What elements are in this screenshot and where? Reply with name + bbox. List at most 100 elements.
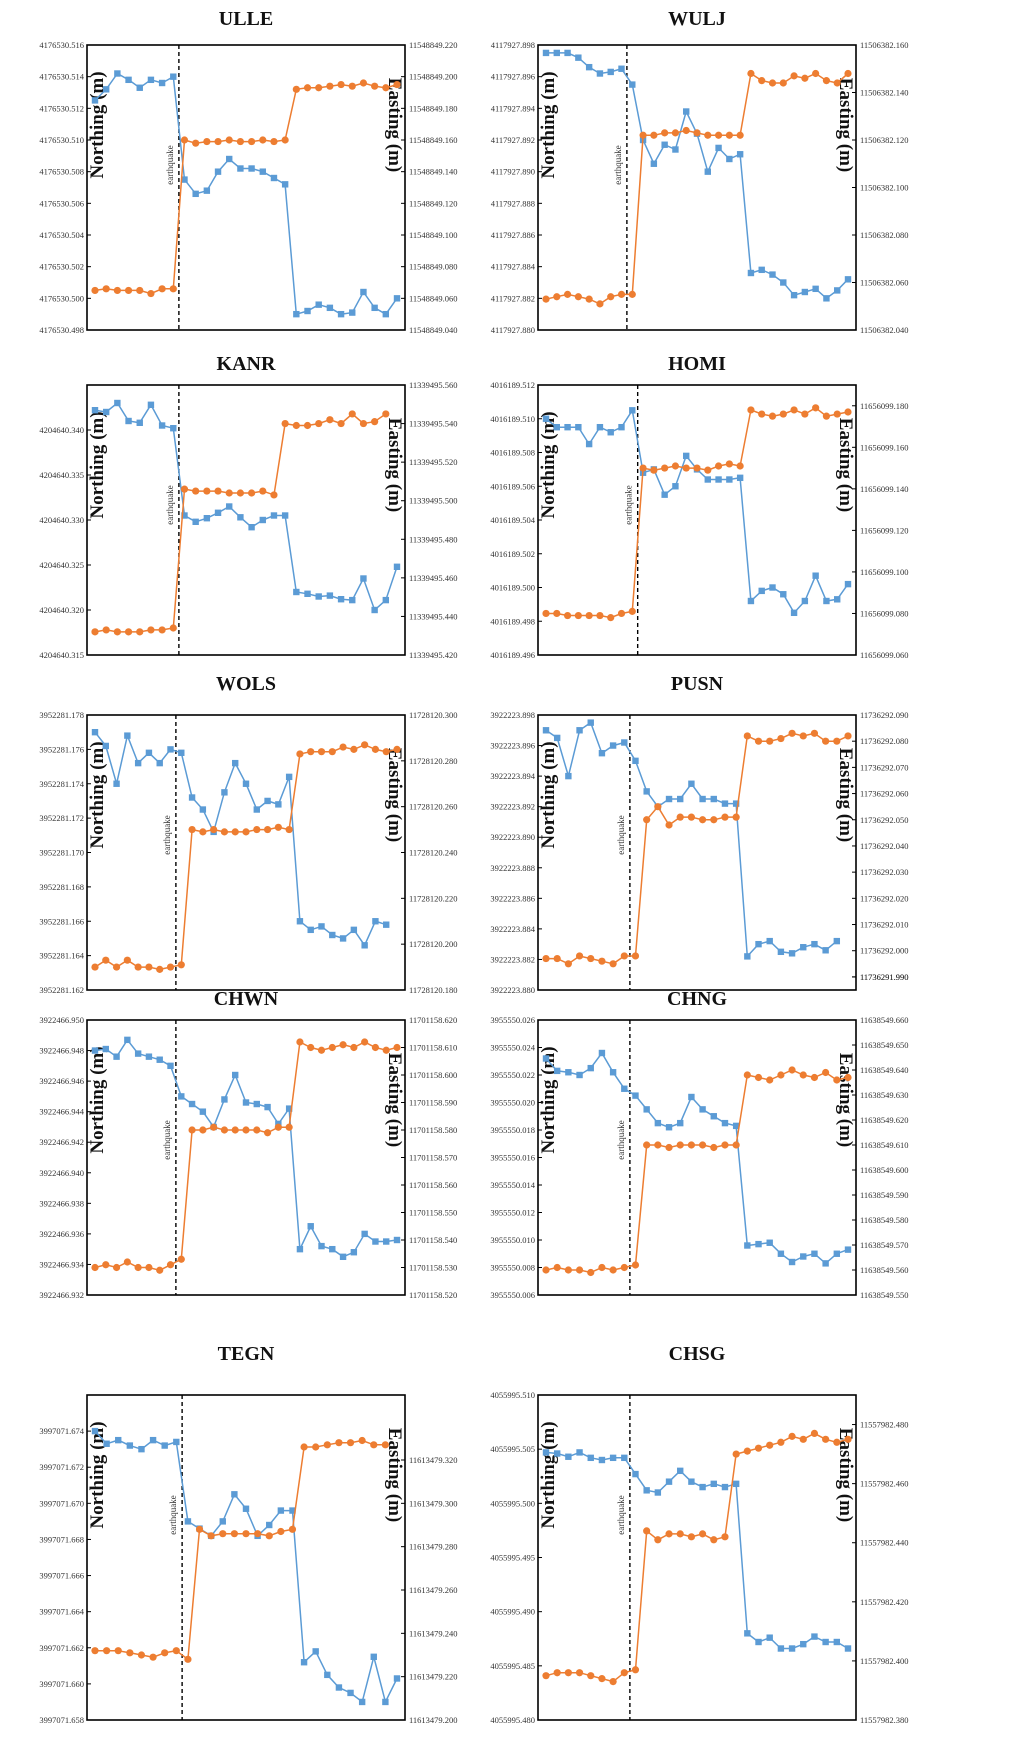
earthquake-label: earthquake [162,815,172,854]
northing-point [665,1124,673,1131]
northing-point [307,1223,314,1230]
easting-point [801,74,809,82]
northing-point [576,1071,583,1079]
y-tick-label: 4117927.890 [491,167,535,177]
easting-point [665,1143,673,1152]
easting-point [564,960,572,968]
y2-tick-label: 11339495.440 [409,611,458,621]
northing-point [643,788,650,795]
easting-point [145,963,153,971]
easting-point [790,406,798,414]
easting-point [166,963,175,971]
y-tick-label: 4117927.898 [491,40,535,50]
easting-point [564,1669,572,1677]
y-tick-label: 3955550.008 [490,1263,535,1273]
y-tick-label: 4117927.880 [491,325,535,335]
y2-tick-label: 11548849.220 [409,40,458,50]
northing-point [237,514,244,521]
easting-point [682,464,690,472]
easting-point [553,1669,561,1677]
y-tick-label: 3997071.670 [39,1498,84,1508]
y-tick-label: 3952281.170 [39,848,84,858]
chart-title: HOMI [668,353,726,375]
y2-axis-title: Easting (m) [835,418,856,512]
y-tick-label: 3997071.664 [39,1607,84,1617]
easting-point [219,1530,227,1538]
easting-point [687,1533,696,1541]
easting-point [172,1647,180,1655]
northing-series-line [94,72,398,316]
northing-point [811,1633,818,1640]
northing-point [349,309,356,316]
y-tick-label: 3955550.022 [490,1070,535,1080]
y2-axis-title: Easting (m) [835,1428,856,1522]
easting-point [359,79,368,87]
northing-point [339,935,347,942]
easting-point [288,1525,297,1533]
y2-tick-label: 11339495.540 [409,419,458,429]
y2-tick-label: 11506382.040 [860,325,909,335]
northing-point [823,597,830,605]
easting-point [725,460,733,468]
northing-point [823,295,830,302]
northing-point [715,476,722,483]
y2-tick-label: 11701158.570 [409,1153,457,1163]
earthquake-label: earthquake [624,485,634,524]
y2-tick-label: 11613479.220 [409,1672,458,1682]
northing-point [632,1092,639,1099]
y-tick-label: 3952281.162 [39,985,84,995]
easting-point [199,828,207,836]
y-axis-title: Northing (m) [538,1421,559,1528]
northing-point [91,407,99,414]
northing-point [654,1489,662,1496]
y-tick-label: 4016189.498 [490,616,535,626]
easting-point [628,607,636,615]
easting-point [693,464,701,472]
chart-panel-kanr: KANR 4204640.340 4204640.335 4204640.330 420… [39,353,457,660]
easting-point [822,412,831,420]
y-axis-title: Northing (m) [538,741,559,848]
y-tick-label: 4176530.506 [39,198,84,208]
y-tick-label: 3922223.880 [490,985,535,995]
northing-point [744,953,751,960]
y2-tick-label: 11638549.650 [860,1040,909,1050]
y-tick-label: 4176530.500 [39,293,84,303]
chart-panel-homi: HOMI 4016189.512 4016189.510 4016189.508 401… [490,353,908,660]
easting-point [263,1129,272,1137]
easting-point [671,462,680,470]
y-axis-title: Northing (m) [87,1046,108,1153]
easting-series-line [546,732,849,965]
y2-tick-label: 11728120.180 [409,985,458,995]
y-tick-label: 3922466.936 [39,1229,84,1239]
y2-tick-label: 11638549.590 [860,1190,909,1200]
northing-point [777,1645,785,1652]
northing-point [732,1122,740,1130]
easting-point [790,72,798,80]
northing-point [587,719,594,726]
chart-title: PUSN [671,673,724,695]
easting-point [607,293,615,301]
northing-point [736,151,744,158]
easting-point [833,410,841,418]
y2-tick-label: 11736292.020 [860,893,909,903]
northing-point [285,1105,293,1112]
easting-series-line [94,743,398,971]
northing-point [788,1258,796,1266]
northing-point [102,86,110,93]
easting-point [225,489,233,497]
northing-point [811,940,818,948]
northing-point [188,794,196,801]
chart-panel-wulj: WULJ 4117927.898 4117927.896 4117927.894 411… [491,8,909,335]
northing-point [747,597,755,605]
northing-point [347,1689,354,1697]
northing-point [609,742,617,749]
easting-point [214,137,222,146]
easting-point [833,1438,841,1446]
y2-tick-label: 11506382.080 [860,230,909,240]
northing-point [156,759,163,767]
y2-tick-label: 11613479.300 [409,1498,458,1508]
northing-point [585,440,593,448]
easting-point [177,961,185,969]
northing-point [281,512,289,519]
y2-tick-label: 11557982.380 [860,1715,909,1725]
